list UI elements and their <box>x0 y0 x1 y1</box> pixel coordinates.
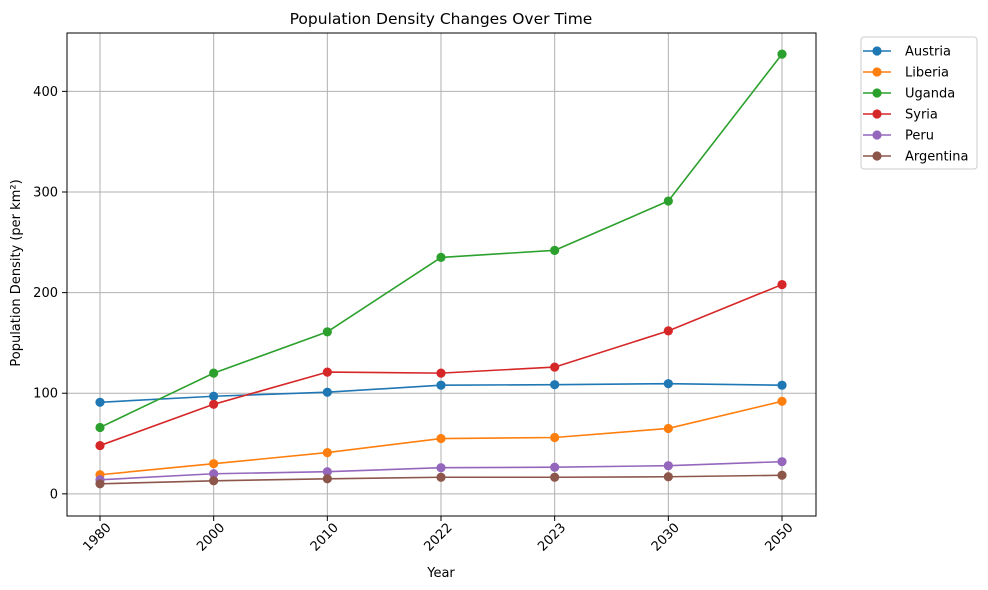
y-tick-label: 0 <box>50 487 58 502</box>
data-point-peru <box>550 462 560 472</box>
data-point-liberia <box>436 433 446 444</box>
data-point-argentina <box>95 479 105 489</box>
x-axis-title: Year <box>426 566 455 581</box>
data-point-uganda <box>322 327 332 337</box>
legend-box <box>860 36 978 170</box>
data-point-austria <box>550 380 560 390</box>
legend-label-austria: Austria <box>905 45 951 60</box>
legend-label-syria: Syria <box>905 108 938 123</box>
series-argentina <box>95 470 787 489</box>
data-point-argentina <box>663 472 673 482</box>
data-point-uganda <box>777 49 787 59</box>
data-point-argentina <box>436 472 446 482</box>
data-point-peru <box>436 463 446 473</box>
y-tick-label: 100 <box>33 387 58 402</box>
data-point-uganda <box>663 196 673 206</box>
series-syria <box>95 279 787 451</box>
data-point-liberia <box>777 396 787 406</box>
data-point-austria <box>209 391 219 401</box>
legend-marker-austria <box>872 46 882 56</box>
data-point-austria <box>95 397 105 407</box>
legend-marker-syria <box>872 109 882 119</box>
legend-label-uganda: Uganda <box>905 87 955 102</box>
data-point-austria <box>777 380 787 390</box>
data-point-argentina <box>209 476 219 486</box>
y-tick-label: 400 <box>33 85 58 100</box>
data-point-liberia <box>550 432 560 443</box>
data-point-argentina <box>322 474 332 484</box>
data-point-liberia <box>209 459 219 469</box>
data-point-syria <box>436 368 446 378</box>
y-tick-label: 200 <box>33 286 58 301</box>
legend-marker-uganda <box>872 88 882 98</box>
chart-title: Population Density Changes Over Time <box>290 10 593 28</box>
legend-label-peru: Peru <box>905 129 934 144</box>
data-point-peru <box>777 457 787 467</box>
grid <box>67 33 816 516</box>
data-point-liberia <box>663 423 673 434</box>
data-point-argentina <box>777 470 787 480</box>
series-lines <box>95 49 787 489</box>
data-point-uganda <box>550 245 560 255</box>
data-point-austria <box>436 380 446 390</box>
data-point-syria <box>550 362 560 372</box>
data-point-austria <box>322 387 332 397</box>
data-point-austria <box>663 379 673 389</box>
data-point-uganda <box>209 368 219 378</box>
y-axis-title: Population Density (per km²) <box>9 179 24 366</box>
data-point-peru <box>663 461 673 471</box>
series-uganda <box>95 49 787 433</box>
data-point-peru <box>322 467 332 477</box>
series-austria <box>95 379 787 407</box>
data-point-syria <box>95 440 105 451</box>
data-point-liberia <box>322 448 332 458</box>
series-liberia <box>95 396 787 480</box>
legend-marker-liberia <box>872 67 882 77</box>
y-tick-label: 300 <box>33 185 58 200</box>
legend-marker-peru <box>872 130 882 140</box>
data-point-syria <box>663 326 673 336</box>
legend-label-liberia: Liberia <box>905 66 949 81</box>
legend: Austria Liberia Uganda Syria Peru Argentina <box>860 36 978 170</box>
data-point-syria <box>209 399 219 409</box>
data-point-syria <box>322 367 332 377</box>
legend-label-argentina: Argentina <box>905 150 968 165</box>
data-point-argentina <box>550 472 560 482</box>
data-point-syria <box>777 279 787 290</box>
data-point-uganda <box>95 422 105 433</box>
data-point-uganda <box>436 252 446 262</box>
legend-marker-argentina <box>872 151 882 161</box>
y-axis-ticks: 0 100 200 300 400 <box>33 85 67 502</box>
data-point-peru <box>209 469 219 479</box>
